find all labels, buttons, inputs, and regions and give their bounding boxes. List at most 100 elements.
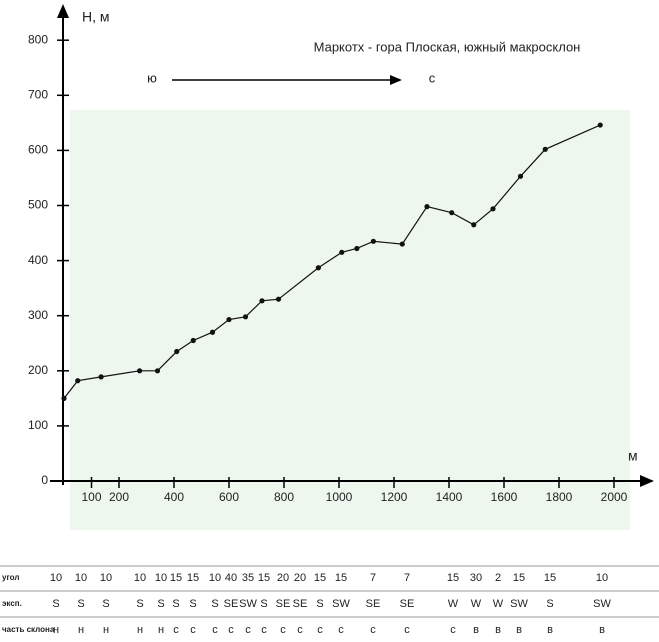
table-cell: н — [137, 624, 143, 636]
table-cell: 10 — [50, 572, 62, 584]
table-cell: 10 — [155, 572, 167, 584]
x-tick-label: 600 — [219, 490, 239, 504]
table-cell: 15 — [258, 572, 270, 584]
profile-point — [598, 122, 603, 127]
profile-point — [424, 204, 429, 209]
profile-point — [400, 241, 405, 246]
table-cell: W — [448, 598, 459, 610]
table-cell: S — [77, 598, 84, 610]
profile-point — [174, 349, 179, 354]
table-cell: 15 — [170, 572, 182, 584]
table-cell: с — [297, 624, 303, 636]
table-cell: 20 — [277, 572, 289, 584]
table-cell: с — [450, 624, 456, 636]
profile-point — [371, 239, 376, 244]
table-cell: 10 — [75, 572, 87, 584]
x-tick-label: 100 — [81, 490, 101, 504]
table-cell: 7 — [404, 572, 410, 584]
table-cell: S — [260, 598, 267, 610]
y-axis-arrow — [57, 4, 69, 18]
table-cell: в — [516, 624, 522, 636]
profile-point — [490, 206, 495, 211]
y-tick-label: 500 — [28, 198, 48, 212]
table-cell: S — [189, 598, 196, 610]
y-tick-label: 600 — [28, 143, 48, 157]
x-tick-label: 1400 — [436, 490, 463, 504]
profile-point — [543, 147, 548, 152]
row-label: эксп. — [2, 599, 22, 608]
profile-point — [276, 297, 281, 302]
table-cell: SE — [276, 598, 291, 610]
table-cell: н — [103, 624, 109, 636]
vegetation-background — [70, 110, 630, 530]
profile-point — [518, 174, 523, 179]
table-cell: 10 — [100, 572, 112, 584]
table-cell: н — [78, 624, 84, 636]
profile-point — [339, 250, 344, 255]
x-axis-arrow — [640, 475, 654, 487]
profile-point — [259, 298, 264, 303]
table-cell: 15 — [447, 572, 459, 584]
table-cell: 7 — [370, 572, 376, 584]
x-tick-label: 400 — [164, 490, 184, 504]
x-tick-label: 200 — [109, 490, 129, 504]
table-cell: SE — [366, 598, 381, 610]
table-cell: SW — [510, 598, 528, 610]
table-cell: с — [245, 624, 251, 636]
row-label: угол — [2, 573, 19, 582]
table-cell: SE — [293, 598, 308, 610]
table-cell: 10 — [209, 572, 221, 584]
profile-point — [155, 368, 160, 373]
table-cell: 35 — [242, 572, 254, 584]
table-cell: в — [495, 624, 501, 636]
table-cell: н — [53, 624, 59, 636]
table-cell: W — [493, 598, 504, 610]
profile-point — [226, 317, 231, 322]
table-cell: 40 — [225, 572, 237, 584]
table-cell: S — [546, 598, 553, 610]
profile-point — [75, 378, 80, 383]
table-cell: 15 — [544, 572, 556, 584]
page: Н, м м Маркотх - гора Плоская, южный мак… — [0, 0, 659, 642]
table-cell: в — [599, 624, 605, 636]
profile-point — [471, 222, 476, 227]
table-cell: с — [280, 624, 286, 636]
y-tick-label: 200 — [28, 363, 48, 377]
table-cell: с — [228, 624, 234, 636]
x-tick-label: 800 — [274, 490, 294, 504]
profile-point — [99, 374, 104, 379]
table-cell: SE — [224, 598, 239, 610]
direction-start: ю — [147, 70, 157, 85]
table-cell: с — [317, 624, 323, 636]
table-cell: с — [338, 624, 344, 636]
table-cell: с — [173, 624, 179, 636]
table-cell: 2 — [495, 572, 501, 584]
profile-point — [191, 338, 196, 343]
table-cell: SE — [400, 598, 415, 610]
table-cell: S — [316, 598, 323, 610]
table-cell: S — [157, 598, 164, 610]
chart-title: Маркотх - гора Плоская, южный макросклон — [314, 39, 581, 54]
profile-point — [210, 330, 215, 335]
profile-point — [137, 368, 142, 373]
table-cell: S — [52, 598, 59, 610]
profile-point — [243, 314, 248, 319]
table-cell: 15 — [187, 572, 199, 584]
direction-arrowhead — [390, 75, 402, 85]
table-cell: 10 — [134, 572, 146, 584]
x-tick-label: 1800 — [546, 490, 573, 504]
x-tick-label: 1200 — [381, 490, 408, 504]
table-cell: 15 — [335, 572, 347, 584]
table-cell: W — [471, 598, 482, 610]
profile-point — [61, 396, 66, 401]
table-cell: 20 — [294, 572, 306, 584]
y-tick-label: 800 — [28, 32, 48, 46]
table-cell: S — [211, 598, 218, 610]
table-cell: SW — [239, 598, 257, 610]
profile-point — [449, 210, 454, 215]
y-tick-label: 0 — [41, 473, 48, 487]
y-tick-label: 400 — [28, 253, 48, 267]
table-cell: с — [190, 624, 196, 636]
y-tick-label: 700 — [28, 87, 48, 101]
